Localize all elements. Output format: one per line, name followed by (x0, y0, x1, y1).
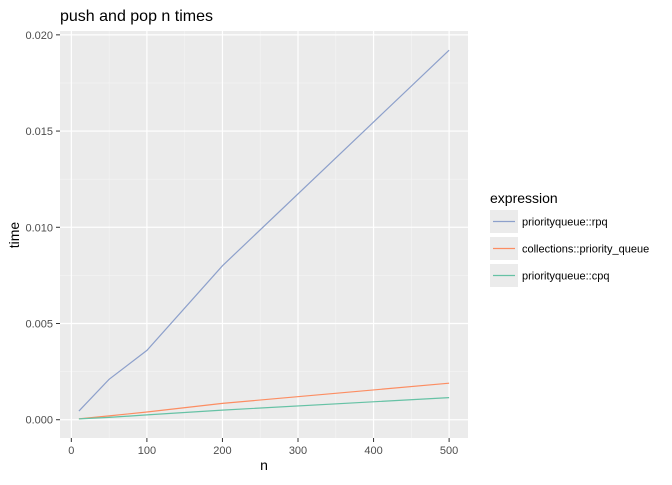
grid-lines (60, 31, 468, 438)
x-tick-label: 300 (289, 445, 307, 457)
x-tick-label: 200 (213, 445, 231, 457)
legend-item-label: collections::priority_queue (522, 244, 649, 256)
legend-item-label: priorityqueue::cpq (522, 271, 609, 283)
axes: 0 100 200 300 400 500 0.000 0.005 0.010 0.015 0.02… (25, 30, 458, 457)
series-lines (78, 49, 450, 420)
series-line-1 (78, 382, 450, 420)
x-tick-label: 500 (440, 445, 458, 457)
y-tick-label: 0.000 (25, 415, 53, 427)
y-axis-label: time (6, 222, 22, 249)
y-tick-label: 0.010 (25, 222, 53, 234)
chart-title: push and pop n times (60, 8, 213, 25)
series-line-0 (78, 49, 450, 412)
plot-panel (60, 31, 468, 438)
legend-items: priorityqueue::rpqcollections::priority_… (490, 210, 649, 287)
y-tick-label: 0.020 (25, 30, 53, 42)
y-tick-label: 0.015 (25, 126, 53, 138)
x-tick-label: 400 (364, 445, 382, 457)
x-tick-label: 0 (68, 445, 74, 457)
series-line-2 (78, 397, 450, 420)
x-tick-label: 100 (138, 445, 156, 457)
legend-item-label: priorityqueue::rpq (522, 217, 608, 229)
legend-title: expression (490, 190, 558, 206)
legend: expression priorityqueue::rpqcollections… (490, 190, 649, 287)
x-axis-label: n (260, 457, 268, 473)
y-tick-label: 0.005 (25, 319, 53, 331)
